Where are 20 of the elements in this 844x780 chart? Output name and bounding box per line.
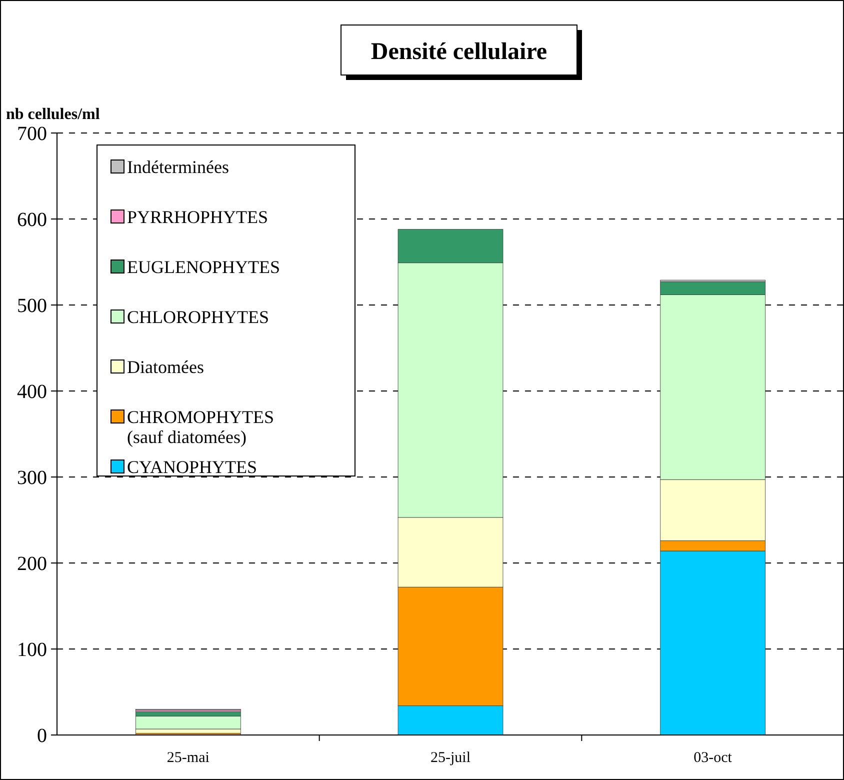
chart-title: Densité cellulaire xyxy=(370,39,548,65)
legend-label: CHLOROPHYTES xyxy=(127,307,270,327)
y-tick-label: 200 xyxy=(17,553,47,575)
legend-label: CHROMOPHYTES (sauf diatomées) xyxy=(127,407,274,447)
legend-label: PYRRHOPHYTES xyxy=(127,207,268,227)
x-tick-label: 25-juil xyxy=(430,750,470,766)
legend-label: EUGLENOPHYTES xyxy=(127,257,280,277)
y-tick-label: 700 xyxy=(17,123,47,145)
x-tick-label: 25-mai xyxy=(166,750,210,766)
y-axis-title: nb cellules/ml xyxy=(6,106,100,123)
y-tick-label: 600 xyxy=(17,209,47,231)
y-tick-label: 400 xyxy=(17,381,47,403)
y-tick-label: 500 xyxy=(17,295,47,317)
y-tick-label: 0 xyxy=(37,725,47,747)
legend-label: CYANOPHYTES xyxy=(127,457,258,477)
y-tick-label: 100 xyxy=(17,639,47,661)
x-tick-label: 03-oct xyxy=(694,750,733,766)
legend-label: Diatomées xyxy=(127,357,204,377)
legend-label: Indéterminées xyxy=(127,157,229,177)
y-tick-label: 300 xyxy=(17,467,47,489)
